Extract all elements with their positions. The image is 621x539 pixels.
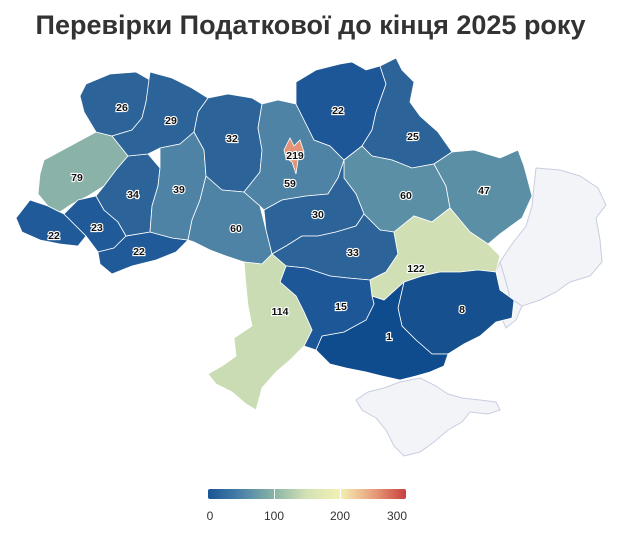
legend-tick-label: 300 xyxy=(386,509,408,523)
label-dnipro: 122 xyxy=(407,263,425,275)
legend-tick-label: 100 xyxy=(263,509,285,523)
legend-tick-divider xyxy=(340,489,341,499)
label-mykolaiv: 15 xyxy=(335,301,347,313)
label-zaporizhzhia: 8 xyxy=(459,304,465,316)
ukraine-map: 26 29 32 219 59 22 25 79 34 39 22 23 22 … xyxy=(15,57,607,457)
label-kirovohrad: 33 xyxy=(347,247,359,259)
label-cherkasy: 30 xyxy=(312,209,324,221)
label-ivano-frankivsk: 23 xyxy=(91,222,103,234)
label-sumy: 25 xyxy=(407,131,419,143)
label-kherson: 1 xyxy=(386,331,392,343)
legend-tick-divider xyxy=(274,489,275,499)
region-luhansk[interactable] xyxy=(499,167,607,307)
region-kyiv-city[interactable] xyxy=(283,137,305,175)
label-chernivtsi: 22 xyxy=(133,246,145,258)
label-vinnytsia: 60 xyxy=(230,223,242,235)
label-rivne: 29 xyxy=(165,115,177,127)
label-poltava: 60 xyxy=(400,190,412,202)
label-volyn: 26 xyxy=(116,102,128,114)
legend-tick-label: 200 xyxy=(329,509,351,523)
label-kharkiv: 47 xyxy=(478,185,490,197)
map-title: Перевірки Податкової до кінця 2025 року xyxy=(35,10,586,40)
label-zhytomyr: 32 xyxy=(226,133,238,145)
label-ternopil: 34 xyxy=(127,189,139,201)
label-lviv: 79 xyxy=(71,172,83,184)
region-crimea[interactable] xyxy=(355,377,501,457)
label-kyiv-oblast: 59 xyxy=(284,178,296,190)
label-odesa: 114 xyxy=(272,306,289,318)
label-chernihiv: 22 xyxy=(332,105,344,117)
label-zakarpattia: 22 xyxy=(48,230,60,242)
region-odesa[interactable] xyxy=(207,253,313,411)
legend-tick-label: 0 xyxy=(206,509,214,523)
label-kyiv-city: 219 xyxy=(286,150,304,162)
label-khmelnytskyi: 39 xyxy=(173,184,185,196)
color-scale-bar xyxy=(208,489,406,499)
